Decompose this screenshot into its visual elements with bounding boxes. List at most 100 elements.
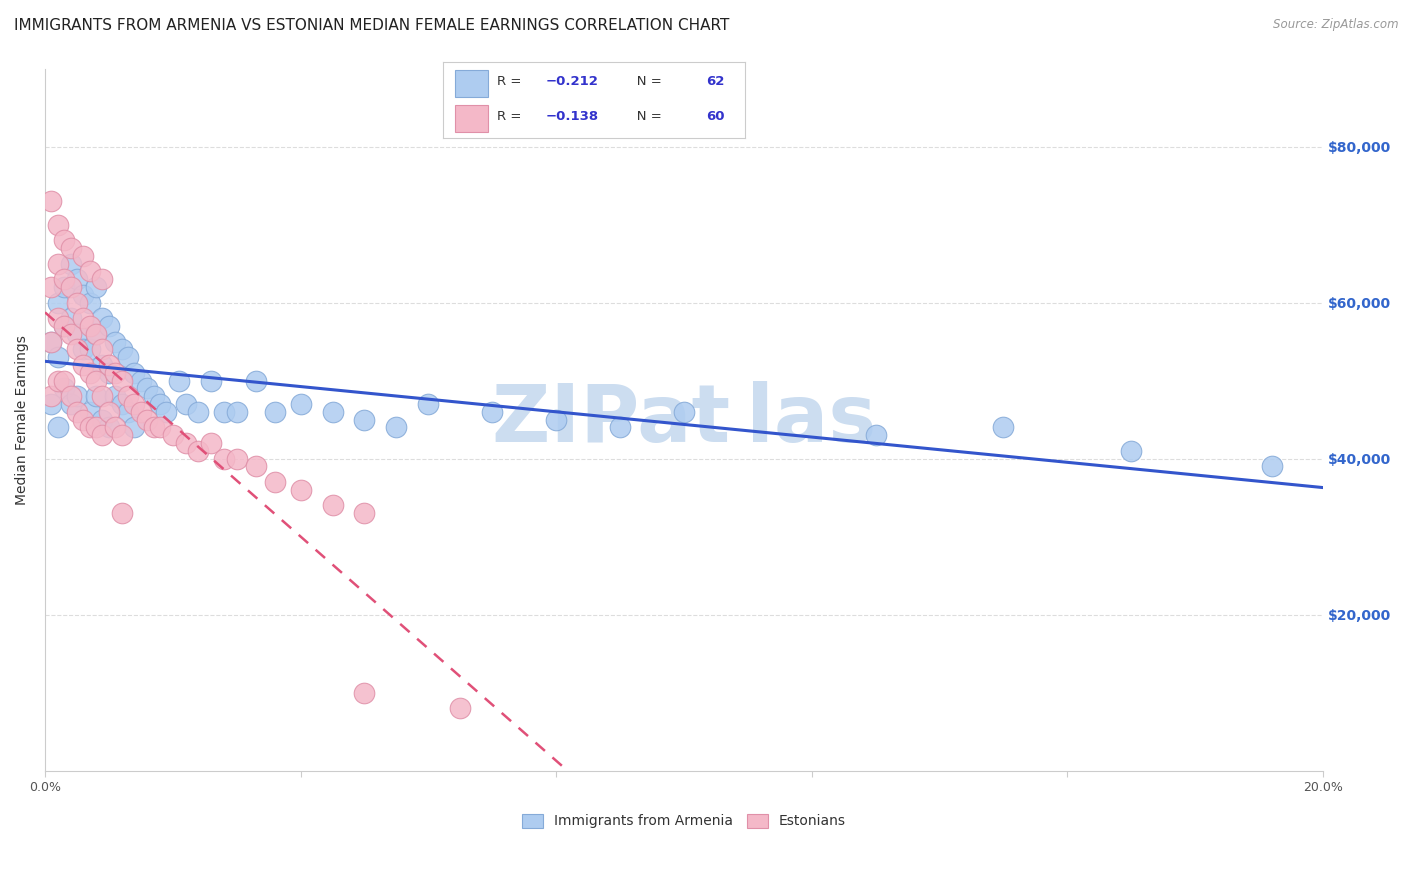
Point bbox=[104, 334, 127, 349]
Point bbox=[200, 374, 222, 388]
Point bbox=[136, 381, 159, 395]
Point bbox=[84, 326, 107, 341]
Point bbox=[111, 343, 134, 357]
Point bbox=[46, 350, 69, 364]
Point bbox=[72, 343, 94, 357]
Point bbox=[353, 506, 375, 520]
Text: R =: R = bbox=[498, 110, 526, 123]
Point bbox=[142, 420, 165, 434]
Point bbox=[72, 249, 94, 263]
Point bbox=[79, 366, 101, 380]
Point bbox=[609, 420, 631, 434]
Point bbox=[53, 381, 76, 395]
Point bbox=[84, 280, 107, 294]
Point bbox=[136, 412, 159, 426]
Point bbox=[41, 194, 63, 209]
Point bbox=[149, 397, 172, 411]
Y-axis label: Median Female Earnings: Median Female Earnings bbox=[15, 334, 30, 505]
Point bbox=[353, 412, 375, 426]
Text: ZIPat las: ZIPat las bbox=[492, 381, 876, 458]
Point bbox=[79, 318, 101, 333]
Text: 62: 62 bbox=[706, 75, 724, 88]
Text: IMMIGRANTS FROM ARMENIA VS ESTONIAN MEDIAN FEMALE EARNINGS CORRELATION CHART: IMMIGRANTS FROM ARMENIA VS ESTONIAN MEDI… bbox=[14, 18, 730, 33]
Point bbox=[290, 397, 312, 411]
FancyBboxPatch shape bbox=[456, 105, 488, 132]
Point bbox=[149, 420, 172, 434]
Point bbox=[97, 405, 120, 419]
Point bbox=[53, 272, 76, 286]
Point bbox=[174, 397, 197, 411]
Point bbox=[264, 405, 287, 419]
Point bbox=[264, 475, 287, 489]
Text: R =: R = bbox=[498, 75, 526, 88]
Point bbox=[200, 436, 222, 450]
Point bbox=[41, 397, 63, 411]
Point bbox=[129, 374, 152, 388]
Text: 60: 60 bbox=[706, 110, 724, 123]
Point bbox=[111, 374, 134, 388]
Point bbox=[41, 334, 63, 349]
Point bbox=[46, 256, 69, 270]
Point bbox=[66, 405, 89, 419]
Point bbox=[245, 374, 267, 388]
Point bbox=[41, 334, 63, 349]
Point bbox=[187, 405, 209, 419]
Point bbox=[418, 397, 440, 411]
Text: N =: N = bbox=[624, 75, 666, 88]
Point bbox=[84, 326, 107, 341]
Point bbox=[174, 436, 197, 450]
Point bbox=[104, 366, 127, 380]
Point bbox=[1261, 459, 1284, 474]
Point bbox=[111, 506, 134, 520]
Point bbox=[79, 420, 101, 434]
Point bbox=[91, 389, 114, 403]
Point bbox=[46, 218, 69, 232]
Point bbox=[72, 412, 94, 426]
Point bbox=[142, 389, 165, 403]
Legend: Immigrants from Armenia, Estonians: Immigrants from Armenia, Estonians bbox=[516, 808, 852, 834]
Point bbox=[104, 420, 127, 434]
Point bbox=[53, 280, 76, 294]
Point bbox=[321, 405, 343, 419]
Point bbox=[162, 428, 184, 442]
Point bbox=[59, 256, 82, 270]
Point bbox=[72, 287, 94, 301]
Point bbox=[546, 412, 568, 426]
Text: Source: ZipAtlas.com: Source: ZipAtlas.com bbox=[1274, 18, 1399, 31]
Point bbox=[59, 280, 82, 294]
Point bbox=[41, 389, 63, 403]
Point bbox=[117, 350, 139, 364]
Point bbox=[187, 443, 209, 458]
Point bbox=[353, 686, 375, 700]
Point bbox=[245, 459, 267, 474]
FancyBboxPatch shape bbox=[456, 70, 488, 97]
Point bbox=[385, 420, 408, 434]
Point bbox=[124, 366, 146, 380]
Point bbox=[53, 374, 76, 388]
Point bbox=[129, 405, 152, 419]
Point bbox=[84, 374, 107, 388]
Point bbox=[46, 311, 69, 326]
Point bbox=[155, 405, 177, 419]
Point bbox=[79, 264, 101, 278]
Point bbox=[225, 405, 247, 419]
Point bbox=[46, 420, 69, 434]
Point bbox=[212, 405, 235, 419]
Point bbox=[53, 233, 76, 247]
Point bbox=[91, 358, 114, 372]
Point bbox=[66, 389, 89, 403]
Point bbox=[59, 241, 82, 255]
Point bbox=[59, 311, 82, 326]
Point bbox=[59, 389, 82, 403]
Point bbox=[91, 311, 114, 326]
Point bbox=[66, 272, 89, 286]
Point bbox=[66, 326, 89, 341]
Point bbox=[672, 405, 695, 419]
Point bbox=[111, 428, 134, 442]
Point bbox=[225, 451, 247, 466]
Point bbox=[53, 318, 76, 333]
Point bbox=[79, 343, 101, 357]
Point bbox=[290, 483, 312, 497]
Point bbox=[111, 397, 134, 411]
Point bbox=[104, 389, 127, 403]
